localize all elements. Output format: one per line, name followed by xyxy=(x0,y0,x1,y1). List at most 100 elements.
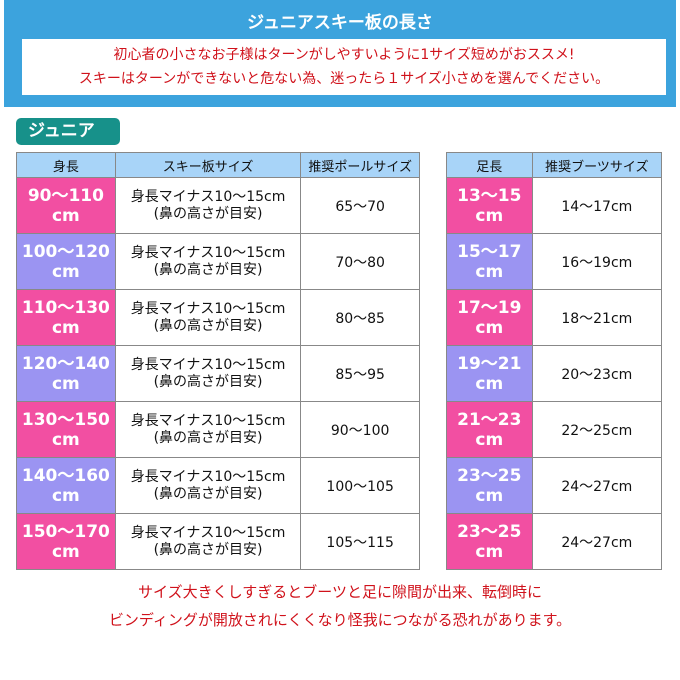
height-cell: 130～150 cm xyxy=(16,401,116,458)
table-row: 150～170 cm 身長マイナス10～15cm (鼻の高さが目安) 105～115 xyxy=(16,513,420,570)
foot-range: 23～25 xyxy=(457,465,522,486)
table-row: 23～25 cm 24～27cm xyxy=(446,513,663,570)
boot-size-cell: 22～25cm xyxy=(531,401,663,458)
height-unit: cm xyxy=(51,317,80,338)
table-row: 21～23 cm 22～25cm xyxy=(446,401,663,458)
ski-size-cell: 身長マイナス10～15cm (鼻の高さが目安) xyxy=(114,401,302,458)
table-row: 100～120 cm 身長マイナス10～15cm (鼻の高さが目安) 70～80 xyxy=(16,233,420,290)
header-foot-length: 足長 xyxy=(446,152,533,178)
ski-size-note: (鼻の高さが目安) xyxy=(153,317,263,334)
boot-size-cell: 16～19cm xyxy=(531,233,663,290)
section-badge: ジュニア xyxy=(16,118,120,145)
foot-unit: cm xyxy=(475,205,504,226)
header-height: 身長 xyxy=(16,152,116,178)
boot-size-table: 足長 推奨ブーツサイズ 13～15 cm 14～17cm 15～17 cm 16～1… xyxy=(446,152,663,570)
pole-size-cell: 100～105 xyxy=(300,457,420,514)
ski-size-text: 身長マイナス10～15cm xyxy=(130,244,286,261)
table-row: 15～17 cm 16～19cm xyxy=(446,233,663,290)
height-range: 90～110 xyxy=(27,185,104,206)
boot-size-cell: 18～21cm xyxy=(531,289,663,346)
foot-length-cell: 15～17 cm xyxy=(446,233,533,290)
ski-size-cell: 身長マイナス10～15cm (鼻の高さが目安) xyxy=(114,177,302,234)
height-range: 130～150 xyxy=(21,409,110,430)
height-cell: 100～120 cm xyxy=(16,233,116,290)
foot-unit: cm xyxy=(475,317,504,338)
ski-size-text: 身長マイナス10～15cm xyxy=(130,356,286,373)
foot-length-cell: 21～23 cm xyxy=(446,401,533,458)
ski-size-note: (鼻の高さが目安) xyxy=(153,261,263,278)
ski-size-text: 身長マイナス10～15cm xyxy=(130,468,286,485)
foot-range: 21～23 xyxy=(457,409,522,430)
foot-length-cell: 23～25 cm xyxy=(446,457,533,514)
foot-unit: cm xyxy=(475,429,504,450)
ski-size-cell: 身長マイナス10～15cm (鼻の高さが目安) xyxy=(114,457,302,514)
foot-length-cell: 13～15 cm xyxy=(446,177,533,234)
ski-size-note: (鼻の高さが目安) xyxy=(153,485,263,502)
height-cell: 150～170 cm xyxy=(16,513,116,570)
foot-length-cell: 17～19 cm xyxy=(446,289,533,346)
ski-size-text: 身長マイナス10～15cm xyxy=(130,524,286,541)
table-row: 120～140 cm 身長マイナス10～15cm (鼻の高さが目安) 85～95 xyxy=(16,345,420,402)
table-row: 140～160 cm 身長マイナス10～15cm (鼻の高さが目安) 100～105 xyxy=(16,457,420,514)
foot-length-cell: 23～25 cm xyxy=(446,513,533,570)
foot-unit: cm xyxy=(475,485,504,506)
ski-size-table: 身長 スキー板サイズ 推奨ポールサイズ 90～110 cm 身長マイナス10～15… xyxy=(16,152,420,570)
pole-size-cell: 65～70 xyxy=(300,177,420,234)
ski-size-cell: 身長マイナス10～15cm (鼻の高さが目安) xyxy=(114,345,302,402)
boot-size-cell: 20～23cm xyxy=(531,345,663,402)
foot-unit: cm xyxy=(475,261,504,282)
foot-range: 13～15 xyxy=(457,185,522,206)
header-ski-size: スキー板サイズ xyxy=(114,152,302,178)
table-row: 19～21 cm 20～23cm xyxy=(446,345,663,402)
pole-size-cell: 80～85 xyxy=(300,289,420,346)
height-range: 100～120 xyxy=(21,241,110,262)
height-unit: cm xyxy=(51,261,80,282)
warning-line: ビンディングが開放されにくくなり怪我につながる恐れがあります。 xyxy=(108,611,572,629)
ski-size-text: 身長マイナス10～15cm xyxy=(130,412,286,429)
boot-size-cell: 24～27cm xyxy=(531,457,663,514)
warning-text: サイズ大きくしすぎるとブーツと足に隙間が出来、転倒時に ビンディングが開放されに… xyxy=(0,578,680,634)
height-unit: cm xyxy=(51,485,80,506)
pole-size-cell: 70～80 xyxy=(300,233,420,290)
height-unit: cm xyxy=(51,373,80,394)
table-row: 17～19 cm 18～21cm xyxy=(446,289,663,346)
page-title: ジュニアスキー板の長さ xyxy=(247,13,433,33)
notice-box: 初心者の小さなお子様はターンがしやすいように1サイズ短めがおススメ! スキーはタ… xyxy=(22,39,666,95)
ski-size-text: 身長マイナス10～15cm xyxy=(130,188,286,205)
height-unit: cm xyxy=(51,429,80,450)
ski-size-note: (鼻の高さが目安) xyxy=(153,541,263,558)
foot-range: 19～21 xyxy=(457,353,522,374)
ski-size-cell: 身長マイナス10～15cm (鼻の高さが目安) xyxy=(114,513,302,570)
table-row: 90～110 cm 身長マイナス10～15cm (鼻の高さが目安) 65～70 xyxy=(16,177,420,234)
foot-range: 17～19 xyxy=(457,297,522,318)
height-range: 140～160 xyxy=(21,465,110,486)
foot-range: 15～17 xyxy=(457,241,522,262)
table-row: 23～25 cm 24～27cm xyxy=(446,457,663,514)
warning-line: サイズ大きくしすぎるとブーツと足に隙間が出来、転倒時に xyxy=(138,583,542,601)
boot-size-cell: 24～27cm xyxy=(531,513,663,570)
ski-size-text: 身長マイナス10～15cm xyxy=(130,300,286,317)
title-banner: ジュニアスキー板の長さ 初心者の小さなお子様はターンがしやすいように1サイズ短め… xyxy=(4,0,676,107)
ski-size-cell: 身長マイナス10～15cm (鼻の高さが目安) xyxy=(114,289,302,346)
height-unit: cm xyxy=(51,541,80,562)
pole-size-cell: 85～95 xyxy=(300,345,420,402)
height-cell: 140～160 cm xyxy=(16,457,116,514)
boot-size-cell: 14～17cm xyxy=(531,177,663,234)
notice-line: スキーはターンができないと危ない為、迷ったら１サイズ小さめを選んでください。 xyxy=(78,71,610,87)
height-cell: 110～130 cm xyxy=(16,289,116,346)
header-boot-size: 推奨ブーツサイズ xyxy=(531,152,663,178)
header-pole-size: 推奨ポールサイズ xyxy=(300,152,420,178)
table-row: 13～15 cm 14～17cm xyxy=(446,177,663,234)
notice-line: 初心者の小さなお子様はターンがしやすいように1サイズ短めがおススメ! xyxy=(113,47,575,63)
table-row: 110～130 cm 身長マイナス10～15cm (鼻の高さが目安) 80～85 xyxy=(16,289,420,346)
foot-unit: cm xyxy=(475,541,504,562)
height-unit: cm xyxy=(51,205,80,226)
ski-size-cell: 身長マイナス10～15cm (鼻の高さが目安) xyxy=(114,233,302,290)
height-cell: 90～110 cm xyxy=(16,177,116,234)
height-range: 120～140 xyxy=(21,353,110,374)
foot-unit: cm xyxy=(475,373,504,394)
height-range: 110～130 xyxy=(21,297,110,318)
height-cell: 120～140 cm xyxy=(16,345,116,402)
ski-size-note: (鼻の高さが目安) xyxy=(153,429,263,446)
foot-range: 23～25 xyxy=(457,521,522,542)
